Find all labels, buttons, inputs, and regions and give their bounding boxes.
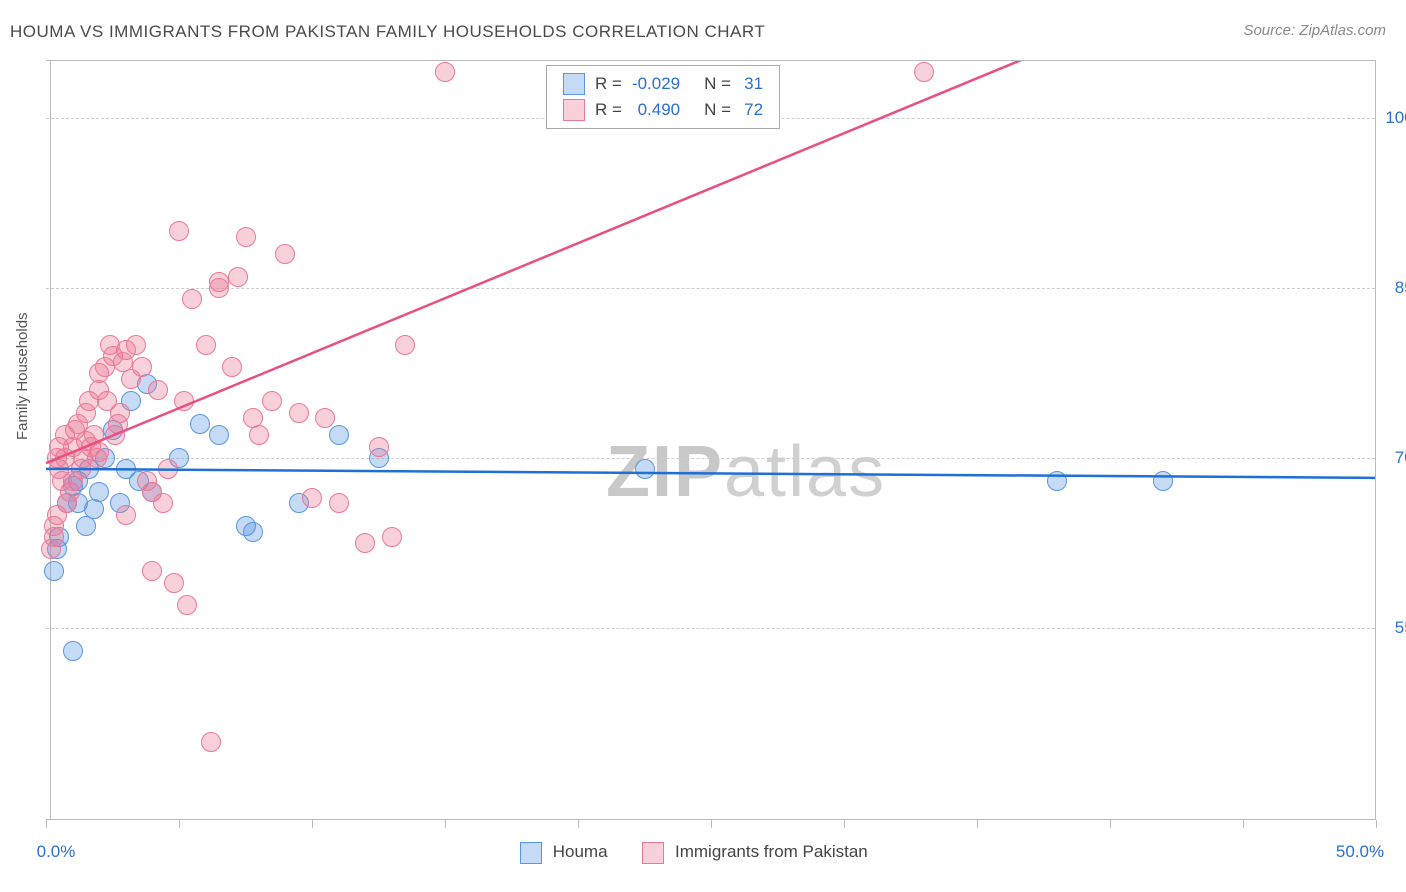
scatter-point-series-0: [63, 641, 83, 661]
legend-label-0: Houma: [553, 842, 608, 861]
stats-table: R = -0.029 N = 31 R = 0.490 N = 72: [557, 70, 769, 124]
series-legend: Houma Immigrants from Pakistan: [520, 842, 868, 864]
x-tick: [1110, 820, 1111, 828]
scatter-point-series-1: [289, 403, 309, 423]
scatter-point-series-1: [382, 527, 402, 547]
scatter-point-series-1: [228, 267, 248, 287]
scatter-point-series-1: [222, 357, 242, 377]
stats-legend: R = -0.029 N = 31 R = 0.490 N = 72: [546, 65, 780, 129]
stats-row-1: R = 0.490 N = 72: [559, 98, 767, 122]
scatter-point-series-0: [329, 425, 349, 445]
x-tick: [312, 820, 313, 828]
scatter-point-series-1: [177, 595, 197, 615]
y-axis-title: Family Households: [14, 312, 31, 440]
scatter-point-series-1: [196, 335, 216, 355]
scatter-point-series-1: [132, 357, 152, 377]
x-tick: [445, 820, 446, 828]
scatter-point-series-1: [209, 278, 229, 298]
scatter-point-series-1: [169, 221, 189, 241]
plot-area: ZIPatlas 55.0%70.0%85.0%100.0% R = -0.02…: [46, 60, 1376, 820]
source-label: Source: ZipAtlas.com: [1243, 22, 1386, 39]
scatter-point-series-0: [1153, 471, 1173, 491]
n-value-0: 31: [737, 72, 767, 96]
y-tick-label: 85.0%: [1383, 278, 1406, 298]
scatter-point-series-1: [329, 493, 349, 513]
scatter-points: [46, 61, 1375, 820]
scatter-point-series-1: [275, 244, 295, 264]
scatter-point-series-1: [126, 335, 146, 355]
scatter-point-series-1: [302, 488, 322, 508]
scatter-point-series-1: [395, 335, 415, 355]
scatter-point-series-0: [209, 425, 229, 445]
scatter-point-series-1: [435, 62, 455, 82]
y-tick-label: 100.0%: [1383, 108, 1406, 128]
scatter-point-series-1: [315, 408, 335, 428]
x-tick-label-min: 0.0%: [37, 842, 76, 862]
scatter-point-series-0: [84, 499, 104, 519]
n-label: N =: [700, 72, 735, 96]
scatter-point-series-1: [369, 437, 389, 457]
x-tick: [977, 820, 978, 828]
scatter-point-series-0: [89, 482, 109, 502]
scatter-point-series-1: [174, 391, 194, 411]
swatch-series-1: [563, 99, 585, 121]
scatter-point-series-1: [355, 533, 375, 553]
scatter-point-series-1: [236, 227, 256, 247]
y-tick-label: 70.0%: [1383, 448, 1406, 468]
stats-row-0: R = -0.029 N = 31: [559, 72, 767, 96]
r-label: R =: [591, 72, 626, 96]
x-tick: [578, 820, 579, 828]
chart-title: HOUMA VS IMMIGRANTS FROM PAKISTAN FAMILY…: [10, 22, 765, 42]
scatter-point-series-1: [201, 732, 221, 752]
scatter-point-series-1: [262, 391, 282, 411]
scatter-point-series-0: [1047, 471, 1067, 491]
r-value-0: -0.029: [628, 72, 684, 96]
scatter-point-series-1: [153, 493, 173, 513]
x-tick: [1376, 820, 1377, 828]
scatter-point-series-1: [164, 573, 184, 593]
scatter-point-series-0: [76, 516, 96, 536]
scatter-point-series-1: [914, 62, 934, 82]
n-label: N =: [700, 98, 735, 122]
x-tick: [46, 820, 47, 828]
x-tick: [844, 820, 845, 828]
y-tick-label: 55.0%: [1383, 618, 1406, 638]
r-value-1: 0.490: [628, 98, 684, 122]
x-tick: [1243, 820, 1244, 828]
scatter-point-series-1: [158, 459, 178, 479]
scatter-point-series-0: [243, 522, 263, 542]
scatter-point-series-0: [635, 459, 655, 479]
r-label: R =: [591, 98, 626, 122]
swatch-bottom-1: [642, 842, 664, 864]
legend-label-1: Immigrants from Pakistan: [675, 842, 868, 861]
scatter-point-series-1: [142, 561, 162, 581]
scatter-point-series-1: [110, 403, 130, 423]
scatter-point-series-1: [249, 425, 269, 445]
swatch-series-0: [563, 73, 585, 95]
scatter-point-series-0: [44, 561, 64, 581]
scatter-point-series-1: [116, 505, 136, 525]
scatter-point-series-0: [190, 414, 210, 434]
scatter-point-series-1: [148, 380, 168, 400]
n-value-1: 72: [737, 98, 767, 122]
x-tick-label-max: 50.0%: [1336, 842, 1384, 862]
x-tick: [711, 820, 712, 828]
x-tick: [179, 820, 180, 828]
swatch-bottom-0: [520, 842, 542, 864]
scatter-point-series-1: [182, 289, 202, 309]
scatter-point-series-1: [76, 431, 96, 451]
